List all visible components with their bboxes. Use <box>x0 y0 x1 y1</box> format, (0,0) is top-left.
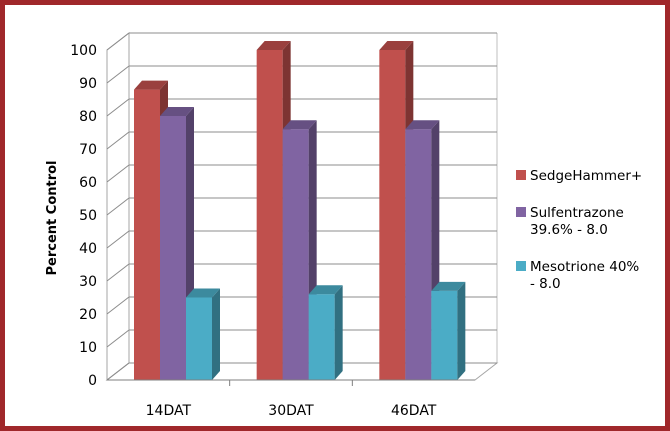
y-tick-label: 20 <box>79 307 97 323</box>
bar-top <box>405 120 440 130</box>
legend-label: 39.6% - 8.0 <box>530 222 608 238</box>
y-tick-label: 40 <box>79 241 97 257</box>
y-tick-label: 30 <box>79 274 97 290</box>
bar-side <box>334 285 343 380</box>
gridline-diagonal <box>106 98 130 117</box>
y-tick-label: 80 <box>79 109 97 125</box>
x-axis-ticks: 14DAT 30DAT 46DAT <box>107 379 475 419</box>
gridline-diagonal <box>106 296 130 315</box>
y-axis-label: Percent Control <box>45 160 60 275</box>
bar-side <box>212 288 220 380</box>
y-tick-label: 90 <box>79 76 97 92</box>
gridline-diagonal <box>106 131 130 150</box>
bar <box>431 290 458 380</box>
x-tick-label: 46DAT <box>391 403 437 419</box>
legend-swatch <box>516 261 526 271</box>
bar <box>186 297 212 380</box>
gridline-diagonal <box>106 65 130 84</box>
bar <box>308 294 335 380</box>
bar-top <box>379 41 414 50</box>
y-tick-label: 50 <box>79 208 97 224</box>
y-tick-label: 10 <box>79 340 97 356</box>
bar-top <box>308 285 343 295</box>
gridline-diagonal <box>106 32 130 51</box>
bars <box>134 41 466 380</box>
legend-swatch <box>516 170 526 180</box>
legend-swatch <box>516 207 526 217</box>
y-tick-label: 0 <box>88 373 97 389</box>
bar-top <box>282 120 317 130</box>
legend-label: Mesotrione 40% <box>530 259 639 275</box>
bar-top <box>431 281 466 291</box>
bar <box>405 129 432 380</box>
bar <box>282 129 309 380</box>
gridline-diagonal <box>106 362 130 381</box>
bar-top <box>134 80 168 90</box>
y-tick-label: 100 <box>70 43 97 59</box>
bar-top <box>256 41 291 50</box>
gridline-diagonal <box>106 329 130 348</box>
bar-top <box>186 288 220 298</box>
bar-side <box>457 281 466 380</box>
x-tick-label: 14DAT <box>146 403 192 419</box>
gridline-diagonal <box>106 230 130 249</box>
bar <box>379 50 406 380</box>
y-axis-ticks: 0 10 20 30 40 50 60 70 80 90 100 <box>70 43 97 389</box>
bar-top <box>160 107 194 116</box>
legend-label: - 8.0 <box>530 276 561 292</box>
x-tick-label: 30DAT <box>268 403 314 419</box>
gridline-diagonal <box>106 164 130 183</box>
legend-label: Sulfentrazone <box>530 205 624 221</box>
bar <box>134 89 160 380</box>
bar <box>160 116 186 380</box>
y-tick-label: 60 <box>79 175 97 191</box>
bar <box>256 50 283 380</box>
y-tick-label: 70 <box>79 142 97 158</box>
gridline-diagonal <box>106 263 130 282</box>
legend-label: SedgeHammer+ <box>530 168 642 184</box>
gridline-diagonal <box>106 197 130 216</box>
